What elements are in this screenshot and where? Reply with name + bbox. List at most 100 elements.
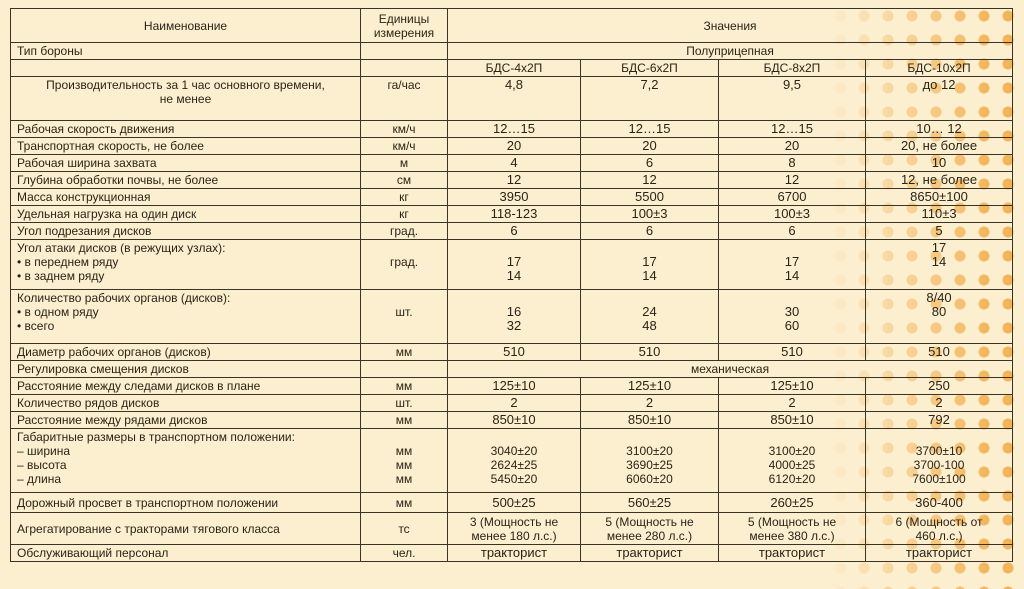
row-unit: см bbox=[360, 171, 448, 189]
row-name: Регулировка смещения дисков bbox=[10, 360, 361, 378]
row-value: 20 bbox=[718, 137, 866, 155]
row-value: 125±10 bbox=[718, 377, 866, 395]
row-value: 24 48 bbox=[580, 289, 719, 344]
table-row: Рабочая скорость движения км/ч 12…15 12…15 1… bbox=[10, 120, 1014, 138]
row-value: 17 14 bbox=[864, 239, 1014, 290]
row-value: 510 bbox=[447, 343, 581, 361]
row-value: 792 bbox=[864, 411, 1014, 429]
row-value: 3040±20 2624±25 5450±20 bbox=[447, 428, 581, 493]
row-value: 6 (Мощность от 460 л.с.) bbox=[864, 512, 1014, 545]
row-name: Угол подрезания дисков bbox=[10, 222, 361, 240]
type-label: Тип бороны bbox=[10, 42, 361, 60]
row-name: Производительность за 1 час основного вр… bbox=[10, 76, 361, 121]
row-unit: кг bbox=[360, 188, 448, 206]
row-value: 20 bbox=[580, 137, 719, 155]
row-value: 500±25 bbox=[447, 492, 581, 513]
row-value: 850±10 bbox=[718, 411, 866, 429]
row-value: 8650±100 bbox=[864, 188, 1014, 206]
header-name: Наименование bbox=[10, 8, 361, 43]
row-value: 6 bbox=[580, 154, 719, 172]
row-value: 3 (Мощность не менее 180 л.с.) bbox=[447, 512, 581, 545]
row-name: Транспортная скорость, не более bbox=[10, 137, 361, 155]
row-value: 2 bbox=[580, 394, 719, 412]
row-value: 850±10 bbox=[447, 411, 581, 429]
row-unit: шт. bbox=[360, 289, 448, 344]
header-unit: Единицы измерения bbox=[360, 8, 448, 43]
model-header: БДС-10х2П bbox=[864, 59, 1014, 77]
row-name: Угол атаки дисков (в режущих узлах): • в… bbox=[10, 239, 361, 290]
header-values: Значения bbox=[446, 8, 1014, 43]
type-unit bbox=[360, 42, 448, 60]
row-value: 125±10 bbox=[447, 377, 581, 395]
table-row: Диаметр рабочих органов (дисков) мм 510 510… bbox=[10, 343, 1014, 361]
row-unit: кг bbox=[360, 205, 448, 223]
row-value: 5 (Мощность не менее 380 л.с.) bbox=[718, 512, 866, 545]
row-unit: чел. bbox=[360, 544, 448, 562]
row-value: 118-123 bbox=[447, 205, 581, 223]
row-value: 110±3 bbox=[864, 205, 1014, 223]
row-unit: град. bbox=[360, 222, 448, 240]
row-value: 8/40 80 bbox=[864, 289, 1014, 344]
row-value: тракторист bbox=[718, 544, 866, 562]
row-value: 260±25 bbox=[718, 492, 866, 513]
row-value: 560±25 bbox=[580, 492, 719, 513]
row-value: 12 bbox=[718, 171, 866, 189]
row-value: 8 bbox=[718, 154, 866, 172]
table-row: Угол атаки дисков (в режущих узлах): • в… bbox=[10, 239, 1014, 290]
row-value: 100±3 bbox=[718, 205, 866, 223]
row-value: 30 60 bbox=[718, 289, 866, 344]
row-value: тракторист bbox=[580, 544, 719, 562]
row-value: 510 bbox=[718, 343, 866, 361]
row-value: 6700 bbox=[718, 188, 866, 206]
row-value: 850±10 bbox=[580, 411, 719, 429]
row-name: Диаметр рабочих органов (дисков) bbox=[10, 343, 361, 361]
row-unit: мм bbox=[360, 377, 448, 395]
row-name: Обслуживающий персонал bbox=[10, 544, 361, 562]
row-unit: мм bbox=[360, 492, 448, 513]
table-row: Угол подрезания дисков град. 6 6 6 5 bbox=[10, 222, 1014, 240]
table-row: Глубина обработки почвы, не более см 12 12 1… bbox=[10, 171, 1014, 189]
row-unit: км/ч bbox=[360, 120, 448, 138]
table-row: Транспортная скорость, не более км/ч 20 20 2… bbox=[10, 137, 1014, 155]
specifications-table: Наименование Единицы измерения Значения … bbox=[10, 8, 1014, 562]
row-value: 3100±20 4000±25 6120±20 bbox=[718, 428, 866, 493]
type-row: Тип бороны Полуприцепная bbox=[10, 42, 1014, 60]
row-value: 12…15 bbox=[580, 120, 719, 138]
row-unit: шт. bbox=[360, 394, 448, 412]
row-value: 17 14 bbox=[447, 239, 581, 290]
row-value: 125±10 bbox=[580, 377, 719, 395]
row-value: 12, не более bbox=[864, 171, 1014, 189]
table-row: Агрегатирование с тракторами тягового кл… bbox=[10, 512, 1014, 545]
row-value: 12 bbox=[580, 171, 719, 189]
row-value: 510 bbox=[580, 343, 719, 361]
row-name: Удельная нагрузка на один диск bbox=[10, 205, 361, 223]
table-row: Количество рабочих органов (дисков): • в… bbox=[10, 289, 1014, 344]
row-value: 5 bbox=[864, 222, 1014, 240]
row-value: 17 14 bbox=[718, 239, 866, 290]
row-value: 20 bbox=[447, 137, 581, 155]
row-value: 9,5 bbox=[718, 76, 866, 121]
row-name: Рабочая ширина захвата bbox=[10, 154, 361, 172]
row-value: 12…15 bbox=[718, 120, 866, 138]
row-value: 3100±20 3690±25 6060±20 bbox=[580, 428, 719, 493]
type-value: Полуприцепная bbox=[446, 42, 1014, 60]
row-value: 7,2 bbox=[580, 76, 719, 121]
models-unit-empty bbox=[360, 59, 448, 77]
table-row: Масса конструкционная кг 3950 5500 6700 8650±… bbox=[10, 188, 1014, 206]
row-unit: мм bbox=[360, 343, 448, 361]
table-row: Количество рядов дисков шт. 2 2 2 2 bbox=[10, 394, 1014, 412]
model-header: БДС-6х2П bbox=[580, 59, 719, 77]
row-unit: км/ч bbox=[360, 137, 448, 155]
row-value: 12 bbox=[447, 171, 581, 189]
table-row: Дорожный просвет в транспортном положени… bbox=[10, 492, 1014, 513]
row-unit bbox=[360, 360, 448, 378]
table-row: Удельная нагрузка на один диск кг 118-123 1… bbox=[10, 205, 1014, 223]
row-value: 3700±10 3700-100 7600±100 bbox=[864, 428, 1014, 493]
row-value: до 12 bbox=[864, 76, 1014, 121]
row-value: 10 bbox=[864, 154, 1014, 172]
row-unit: тс bbox=[360, 512, 448, 545]
table-row: Расстояние между следами дисков в плане м… bbox=[10, 377, 1014, 395]
table-row: Регулировка смещения дисков механическая bbox=[10, 360, 1014, 378]
table-row: Габаритные размеры в транспортном положе… bbox=[10, 428, 1014, 493]
row-value: 250 bbox=[864, 377, 1014, 395]
